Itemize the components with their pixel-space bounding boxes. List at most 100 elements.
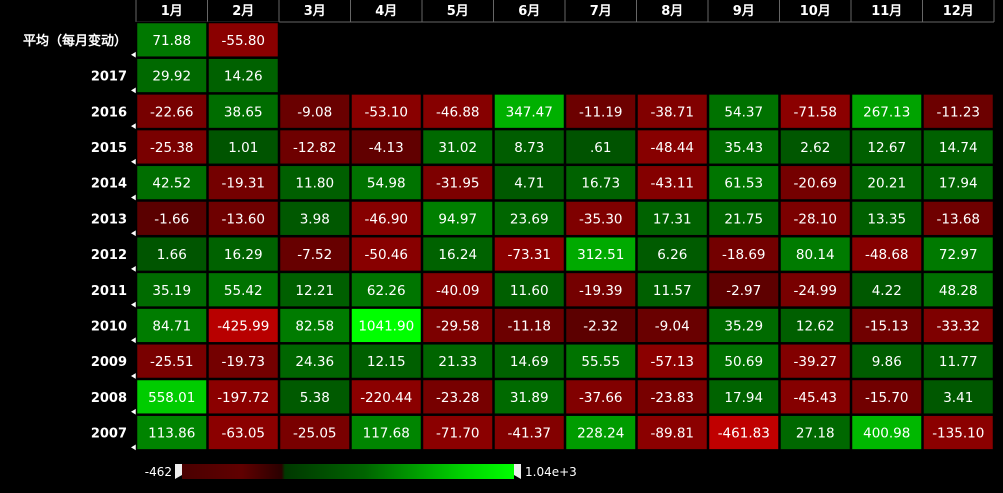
heatmap-cell bbox=[278, 378, 351, 415]
cell-value: 21.75 bbox=[724, 211, 763, 227]
row-marker bbox=[131, 230, 136, 237]
heatmap-cell bbox=[636, 164, 709, 201]
cell-value: 11.57 bbox=[653, 283, 692, 299]
row-label-2009: 2009 bbox=[91, 355, 127, 370]
cell-value: 13.35 bbox=[867, 211, 906, 227]
cell-value: 1041.90 bbox=[358, 318, 414, 334]
heatmap-cell bbox=[779, 128, 852, 166]
heatmap-cell bbox=[350, 200, 423, 237]
heatmap-cell bbox=[207, 21, 280, 58]
heatmap-cell bbox=[207, 307, 280, 344]
cell-value: 12.15 bbox=[367, 354, 406, 370]
row-label-2011: 2011 bbox=[91, 284, 127, 299]
heatmap-cell bbox=[707, 200, 780, 237]
month-header-8: 8月 bbox=[661, 4, 683, 19]
heatmap-cell bbox=[779, 93, 852, 130]
heatmap-cell bbox=[421, 164, 494, 201]
cell-value: -41.37 bbox=[507, 426, 551, 442]
heatmap-cell bbox=[493, 307, 566, 344]
heatmap-cell bbox=[350, 93, 423, 130]
cell-value: 71.88 bbox=[152, 33, 191, 49]
cell-value: -89.81 bbox=[650, 426, 694, 442]
heatmap-cell bbox=[707, 307, 780, 344]
row-marker bbox=[131, 51, 136, 58]
heatmap-cell bbox=[636, 93, 709, 130]
colorbar-handle-min bbox=[175, 464, 182, 479]
cell-value: -53.10 bbox=[364, 104, 408, 120]
heatmap-cell bbox=[135, 128, 208, 166]
cell-value: 54.98 bbox=[367, 176, 406, 192]
cell-value: -7.52 bbox=[297, 247, 332, 263]
heatmap-cell bbox=[278, 93, 351, 130]
cell-value: -45.43 bbox=[793, 390, 837, 406]
heatmap-cell bbox=[707, 414, 780, 451]
heatmap-cell bbox=[421, 414, 494, 451]
cell-value: 14.69 bbox=[510, 354, 549, 370]
heatmap-cell bbox=[278, 414, 351, 451]
cell-value: 5.38 bbox=[300, 390, 330, 406]
heatmap-cell bbox=[850, 343, 923, 380]
cell-value: 6.26 bbox=[657, 247, 687, 263]
cell-value: 27.18 bbox=[796, 426, 835, 442]
heatmap-cell bbox=[922, 343, 995, 380]
cell-value: -11.23 bbox=[936, 104, 980, 120]
heatmap-cell bbox=[350, 307, 423, 344]
cell-value: 31.89 bbox=[510, 390, 549, 406]
cell-value: -71.70 bbox=[436, 426, 480, 442]
cell-value: 347.47 bbox=[506, 104, 553, 120]
heatmap-cell bbox=[207, 164, 280, 201]
heatmap-cell bbox=[135, 414, 208, 451]
heatmap-cell bbox=[636, 271, 709, 308]
heatmap-cell bbox=[850, 93, 923, 130]
cell-value: 113.86 bbox=[148, 426, 195, 442]
cell-value: -11.19 bbox=[579, 104, 623, 120]
month-header-12: 12月 bbox=[943, 4, 974, 19]
heatmap-cell bbox=[207, 93, 280, 130]
heatmap-cell bbox=[779, 307, 852, 344]
heatmap-cell bbox=[707, 164, 780, 201]
row-label-2016: 2016 bbox=[91, 105, 127, 120]
heatmap-cell bbox=[779, 271, 852, 308]
cell-value: 35.19 bbox=[152, 283, 191, 299]
heatmap-cell bbox=[779, 235, 852, 273]
heatmap-cell bbox=[636, 378, 709, 415]
heatmap-cell bbox=[922, 128, 995, 166]
cell-value: 54.37 bbox=[724, 104, 763, 120]
heatmap-cell bbox=[207, 378, 280, 415]
cell-value: -48.44 bbox=[650, 140, 694, 156]
cell-value: 4.71 bbox=[514, 176, 544, 192]
heatmap-cell bbox=[350, 164, 423, 201]
cell-value: 12.21 bbox=[295, 283, 334, 299]
heatmap-cell bbox=[850, 128, 923, 166]
cell-value: 4.22 bbox=[872, 283, 902, 299]
cell-value: -22.66 bbox=[150, 104, 194, 120]
cell-value: 16.24 bbox=[438, 247, 477, 263]
cell-value: -55.80 bbox=[221, 33, 265, 49]
colorbar-max-label: 1.04e+3 bbox=[525, 465, 577, 479]
cell-value: -43.11 bbox=[650, 176, 694, 192]
cell-value: -19.39 bbox=[579, 283, 623, 299]
cell-value: 16.29 bbox=[224, 247, 263, 263]
cell-value: -15.70 bbox=[865, 390, 909, 406]
cell-value: 11.80 bbox=[295, 176, 334, 192]
cell-value: 24.36 bbox=[295, 354, 334, 370]
heatmap-cell bbox=[564, 200, 637, 237]
heatmap-cell bbox=[707, 343, 780, 380]
cell-value: 23.69 bbox=[510, 211, 549, 227]
heatmap-cell bbox=[278, 164, 351, 201]
cell-value: 1.01 bbox=[228, 140, 258, 156]
cell-value: -135.10 bbox=[932, 426, 984, 442]
heatmap-cell bbox=[564, 414, 637, 451]
cell-value: 3.98 bbox=[300, 211, 330, 227]
cell-value: -23.83 bbox=[650, 390, 694, 406]
cell-value: -9.04 bbox=[655, 318, 690, 334]
cell-value: -31.95 bbox=[436, 176, 480, 192]
cell-value: 12.67 bbox=[867, 140, 906, 156]
cell-value: 42.52 bbox=[152, 176, 191, 192]
row-marker bbox=[131, 265, 136, 272]
heatmap-cell bbox=[779, 343, 852, 380]
cell-value: 72.97 bbox=[939, 247, 978, 263]
heatmap-cell bbox=[922, 414, 995, 451]
month-header-6: 6月 bbox=[518, 4, 540, 19]
